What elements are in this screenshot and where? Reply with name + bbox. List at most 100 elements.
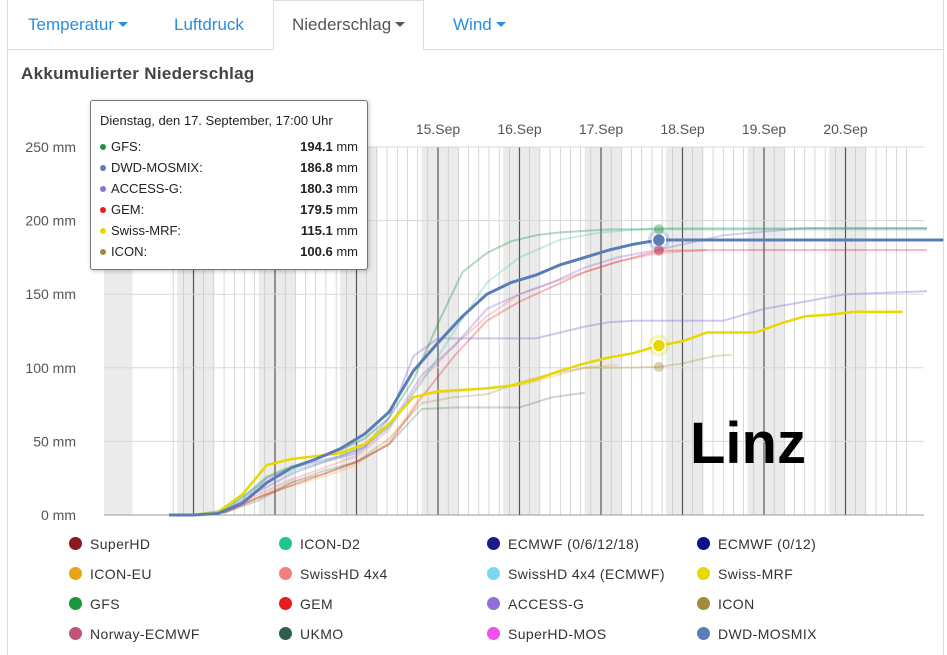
legend-item-superhd[interactable]: SuperHD bbox=[69, 534, 150, 554]
series-line bbox=[169, 228, 927, 516]
legend-label: GFS bbox=[90, 596, 120, 612]
x-tick-label: 17.Sep bbox=[579, 121, 624, 137]
legend-dot-icon bbox=[697, 597, 710, 611]
series-line bbox=[169, 310, 903, 517]
legend-dot-icon bbox=[487, 627, 500, 641]
tab-label: Temperatur bbox=[28, 15, 114, 34]
legend-label: SuperHD-MOS bbox=[508, 626, 607, 642]
series-line bbox=[169, 227, 927, 516]
tooltip-value: 194.1 mm bbox=[300, 136, 358, 157]
legend-item-ukmo[interactable]: UKMO bbox=[279, 624, 344, 644]
tooltip-value: 179.5 mm bbox=[300, 199, 358, 220]
y-tick-label: 150 mm bbox=[25, 286, 76, 302]
tooltip-series-name: ICON: bbox=[111, 244, 148, 259]
tab-label: Wind bbox=[453, 15, 492, 34]
tooltip-row: ICON: 100.6 mm bbox=[100, 241, 358, 262]
legend-item-icon[interactable]: ICON bbox=[697, 594, 755, 614]
series-dot-icon bbox=[100, 143, 106, 150]
tooltip-unit: mm bbox=[336, 223, 358, 238]
tab-label: Luftdruck bbox=[174, 15, 244, 34]
legend-item-swisshd-4x4-ecmwf[interactable]: SwissHD 4x4 (ECMWF) bbox=[487, 564, 665, 584]
panel-frame bbox=[7, 0, 944, 655]
legend-dot-icon bbox=[487, 567, 500, 581]
legend-dot-icon bbox=[279, 567, 292, 581]
tooltip-unit: mm bbox=[336, 244, 358, 259]
tooltip-row: GEM: 179.5 mm bbox=[100, 199, 358, 220]
tooltip-series-name: GEM: bbox=[111, 202, 145, 217]
tooltip-value-number: 180.3 bbox=[300, 181, 333, 196]
legend-item-superhd-mos[interactable]: SuperHD-MOS bbox=[487, 624, 607, 644]
legend-item-swiss-mrf[interactable]: Swiss-MRF bbox=[697, 564, 793, 584]
hover-marker bbox=[653, 244, 664, 255]
x-tick-label: 16.Sep bbox=[497, 121, 542, 137]
legend-item-ecmwf-0-6-12-18[interactable]: ECMWF (0/6/12/18) bbox=[487, 534, 639, 554]
legend-item-gfs[interactable]: GFS bbox=[69, 594, 120, 614]
tooltip-value: 180.3 mm bbox=[300, 178, 358, 199]
legend-dot-icon bbox=[69, 537, 82, 551]
night-band bbox=[829, 147, 866, 515]
legend-label: DWD-MOSMIX bbox=[718, 626, 817, 642]
x-tick-label: 20.Sep bbox=[823, 121, 868, 137]
legend-item-gem[interactable]: GEM bbox=[279, 594, 333, 614]
legend-item-ecmwf-0-12[interactable]: ECMWF (0/12) bbox=[697, 534, 816, 554]
legend-dot-icon bbox=[69, 627, 82, 641]
legend-label: ECMWF (0/6/12/18) bbox=[508, 536, 640, 552]
night-band bbox=[421, 147, 459, 515]
legend-dot-icon bbox=[279, 597, 292, 611]
legend-item-swisshd-4x4[interactable]: SwissHD 4x4 bbox=[279, 564, 388, 584]
tooltip-series-name: GFS: bbox=[111, 139, 142, 154]
x-tick-label: 18.Sep bbox=[660, 121, 705, 137]
legend-item-icon-eu[interactable]: ICON-EU bbox=[69, 564, 152, 584]
chevron-down-icon bbox=[395, 22, 406, 28]
legend-dot-icon bbox=[487, 597, 500, 611]
hover-marker bbox=[651, 232, 667, 248]
legend-label: ICON-D2 bbox=[300, 536, 361, 552]
legend-dot-icon bbox=[69, 567, 82, 581]
tooltip-row: ACCESS-G: 180.3 mm bbox=[100, 178, 358, 199]
legend-item-dwd-mosmix[interactable]: DWD-MOSMIX bbox=[697, 624, 817, 644]
series-line bbox=[169, 353, 732, 516]
tooltip-row: GFS: 194.1 mm bbox=[100, 136, 358, 157]
horizontal-grid bbox=[104, 146, 924, 516]
tab-temperatur[interactable]: Temperatur bbox=[28, 0, 128, 50]
series-dot-icon bbox=[100, 206, 106, 213]
y-tick-label: 0 mm bbox=[41, 507, 76, 523]
hover-markers bbox=[647, 224, 670, 372]
legend-dot-icon bbox=[697, 567, 710, 581]
legend-dot-icon bbox=[697, 627, 710, 641]
tooltip-row: DWD-MOSMIX: 186.8 mm bbox=[100, 157, 358, 178]
x-tick-label: 19.Sep bbox=[742, 121, 787, 137]
legend-item-access-g[interactable]: ACCESS-G bbox=[487, 594, 584, 614]
tooltip-unit: mm bbox=[336, 202, 358, 217]
tooltip-value-number: 186.8 bbox=[300, 160, 333, 175]
series-dot-icon bbox=[100, 248, 106, 255]
y-tick-label: 250 mm bbox=[25, 139, 76, 155]
legend-item-norway-ecmwf[interactable]: Norway-ECMWF bbox=[69, 624, 200, 644]
tooltip-rows: GFS: 194.1 mm DWD-MOSMIX: 186.8 mm ACCESS-G:… bbox=[100, 136, 358, 262]
legend-dot-icon bbox=[487, 537, 500, 551]
tooltip-series-name: ACCESS-G: bbox=[111, 181, 183, 196]
tab-label: Niederschlag bbox=[292, 15, 392, 34]
tab-niederschlag[interactable]: Niederschlag bbox=[273, 0, 425, 50]
legend-item-icon-d2[interactable]: ICON-D2 bbox=[279, 534, 360, 554]
hover-tooltip: Dienstag, den 17. September, 17:00 Uhr G… bbox=[90, 100, 368, 270]
tooltip-value-number: 179.5 bbox=[300, 202, 333, 217]
legend-dot-icon bbox=[69, 597, 82, 611]
tab-luftdruck[interactable]: Luftdruck bbox=[174, 0, 244, 50]
section-title: Akkumulierter Niederschlag bbox=[21, 64, 255, 83]
chevron-down-icon bbox=[117, 22, 128, 28]
tooltip-value-number: 115.1 bbox=[300, 223, 333, 238]
x-axis-labels: 15.Sep 16.Sep 17.Sep 18.Sep 19.Sep 20.Sep bbox=[416, 121, 868, 137]
tooltip-unit: mm bbox=[336, 181, 358, 196]
tab-bar: Temperatur Luftdruck Niederschlag Wind bbox=[7, 0, 944, 50]
legend-label: Norway-ECMWF bbox=[90, 626, 200, 642]
tooltip-series-name: Swiss-MRF: bbox=[111, 223, 182, 238]
series-line bbox=[169, 290, 928, 516]
night-band bbox=[503, 147, 540, 515]
legend-label: ICON-EU bbox=[90, 566, 152, 582]
legend-label: GEM bbox=[300, 596, 334, 612]
tooltip-value: 115.1 mm bbox=[301, 220, 358, 241]
tab-wind[interactable]: Wind bbox=[453, 0, 506, 50]
tooltip-value-number: 194.1 bbox=[300, 139, 333, 154]
